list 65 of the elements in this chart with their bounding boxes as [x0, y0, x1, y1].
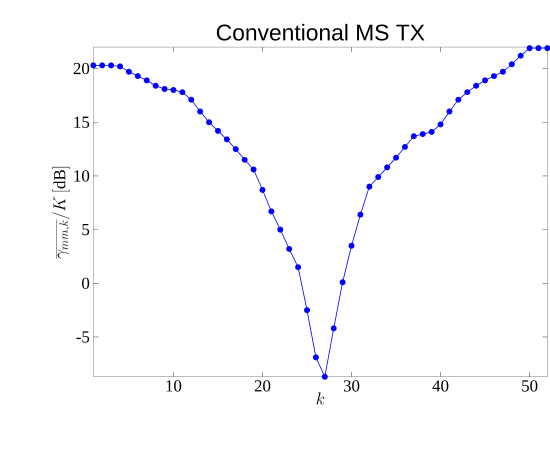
point [117, 63, 124, 70]
point [286, 246, 292, 252]
point [518, 52, 524, 59]
chart-title: Conventional MS TX [216, 24, 424, 41]
point [348, 242, 355, 249]
point [446, 108, 452, 114]
point [500, 68, 506, 75]
y-tick-label: 10 [74, 170, 90, 182]
point [268, 208, 274, 214]
point [162, 86, 168, 92]
point [108, 62, 114, 68]
y-tick-label: -5 [76, 331, 90, 343]
point [232, 146, 239, 152]
x-tick-label: 50 [522, 380, 538, 392]
point [455, 96, 462, 103]
point [260, 186, 266, 193]
point [428, 128, 435, 135]
point [277, 226, 284, 233]
point [366, 184, 372, 190]
point [134, 73, 141, 80]
y-tick-label: 15 [74, 116, 90, 128]
point [402, 144, 408, 150]
point [536, 45, 542, 52]
point [482, 77, 488, 84]
point [420, 131, 426, 137]
y-tick-label: 20 [74, 62, 90, 74]
x-tick-label: 10 [166, 380, 182, 392]
point [473, 82, 480, 89]
point [242, 156, 248, 163]
x-tick-label: 30 [344, 380, 360, 392]
point [224, 136, 230, 142]
point [464, 89, 470, 96]
y-tick-label: 0 [82, 278, 90, 289]
point [90, 62, 96, 68]
point [357, 212, 364, 218]
point [330, 325, 337, 332]
x-axis-title: $k$ [316, 392, 324, 404]
point [170, 86, 176, 93]
point [340, 279, 346, 286]
point [393, 154, 400, 161]
point [152, 82, 159, 89]
y-axis-title: $\overline{\gamma_{mm,k}}/K\,[\mathrm{dB}]$ [52, 166, 70, 259]
y-tick-label: 5 [82, 224, 90, 236]
point [508, 61, 515, 68]
x-tick-label: 20 [254, 380, 270, 392]
point [144, 77, 150, 84]
point [384, 164, 390, 170]
point [197, 108, 204, 114]
point [312, 354, 319, 360]
point [99, 62, 106, 68]
point [206, 119, 212, 126]
point [375, 174, 382, 180]
point [304, 307, 310, 314]
point [126, 68, 132, 75]
point [322, 374, 328, 380]
point [410, 133, 417, 140]
point [214, 128, 221, 134]
point [179, 89, 186, 96]
point [250, 166, 257, 172]
x-tick-label: 40 [432, 380, 448, 392]
point [188, 96, 194, 103]
point [490, 73, 497, 80]
point [526, 45, 533, 52]
point [295, 264, 302, 270]
point [438, 121, 444, 128]
